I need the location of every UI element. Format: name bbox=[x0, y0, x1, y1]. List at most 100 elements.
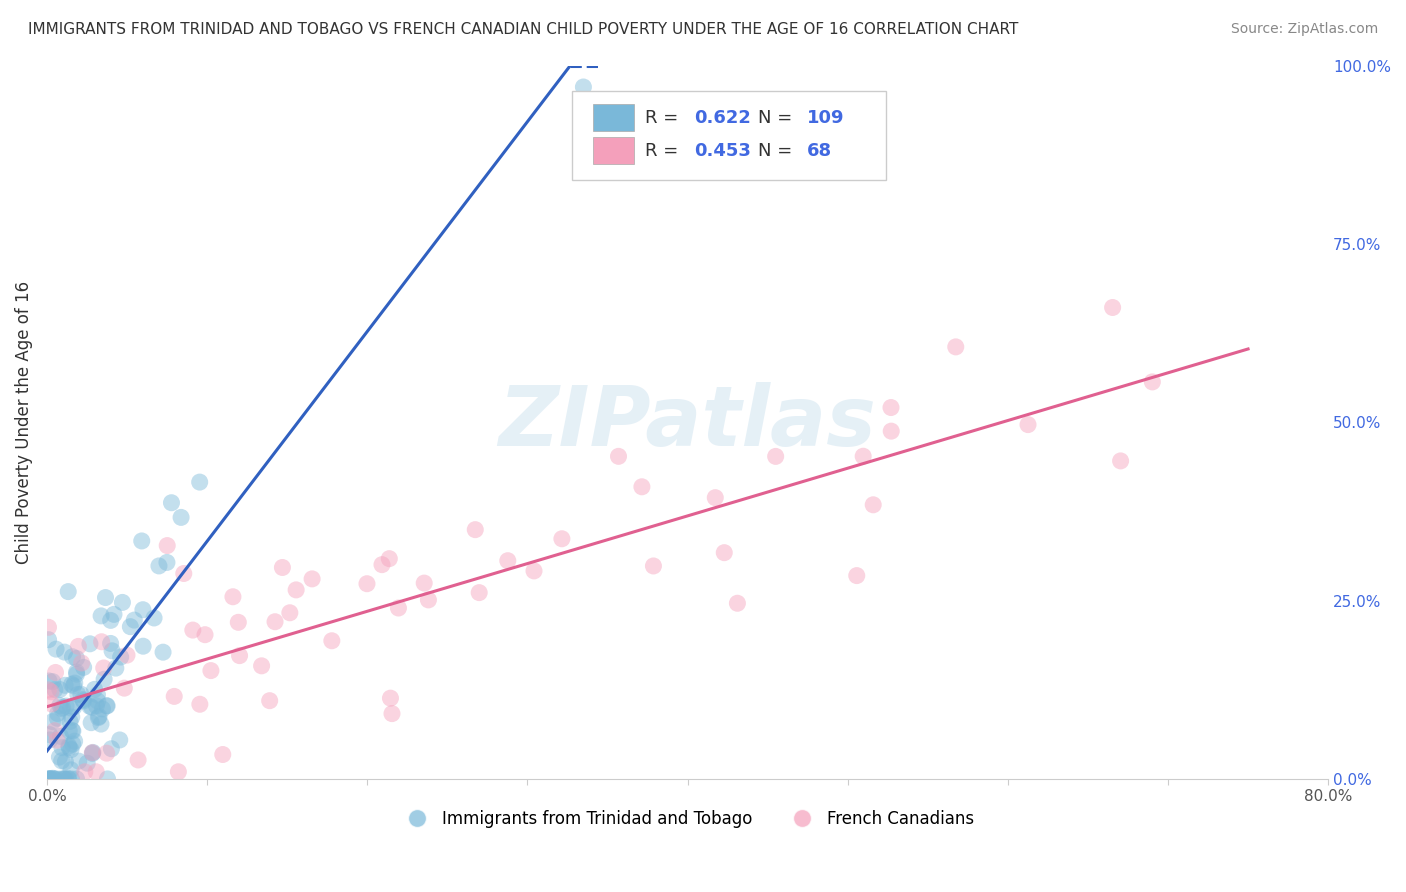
Point bbox=[62, 737, 84, 751]
Point bbox=[100, 613, 122, 627]
Point bbox=[45, 642, 67, 657]
Point bbox=[72, 660, 94, 674]
Text: R =: R = bbox=[645, 110, 685, 128]
Point bbox=[100, 636, 122, 650]
Point bbox=[94, 591, 117, 605]
Point bbox=[643, 558, 665, 573]
Point bbox=[72, 692, 94, 706]
Point bbox=[62, 679, 84, 693]
Point bbox=[73, 764, 96, 779]
Point bbox=[38, 772, 60, 786]
Point bbox=[523, 564, 546, 578]
Point bbox=[82, 746, 104, 760]
Point bbox=[37, 682, 59, 697]
Point bbox=[228, 648, 250, 663]
Point bbox=[38, 728, 60, 742]
Point bbox=[356, 576, 378, 591]
Point bbox=[46, 711, 69, 725]
Point bbox=[82, 746, 104, 760]
Point bbox=[131, 533, 153, 548]
Point bbox=[51, 772, 73, 786]
Point bbox=[380, 691, 402, 706]
Point bbox=[70, 656, 93, 670]
Point bbox=[38, 733, 60, 747]
Point bbox=[418, 593, 440, 607]
Point bbox=[170, 510, 193, 524]
Point bbox=[167, 764, 190, 779]
Point bbox=[120, 620, 142, 634]
Point bbox=[84, 764, 107, 779]
Point bbox=[51, 701, 73, 715]
Point bbox=[250, 658, 273, 673]
Point bbox=[39, 772, 62, 786]
Point bbox=[152, 645, 174, 659]
Point bbox=[413, 576, 436, 591]
Point bbox=[101, 644, 124, 658]
Point bbox=[194, 628, 217, 642]
Text: Source: ZipAtlas.com: Source: ZipAtlas.com bbox=[1230, 22, 1378, 37]
Point bbox=[39, 685, 62, 699]
Point bbox=[143, 611, 166, 625]
Legend: Immigrants from Trinidad and Tobago, French Canadians: Immigrants from Trinidad and Tobago, Fre… bbox=[394, 804, 981, 835]
Point bbox=[63, 700, 86, 714]
Point bbox=[301, 572, 323, 586]
Point bbox=[59, 742, 82, 756]
Point bbox=[108, 733, 131, 747]
Point bbox=[163, 690, 186, 704]
FancyBboxPatch shape bbox=[593, 104, 634, 131]
Point bbox=[93, 672, 115, 686]
Point bbox=[44, 665, 66, 680]
Point bbox=[63, 676, 86, 690]
Point bbox=[65, 665, 87, 679]
Point bbox=[264, 615, 287, 629]
Point bbox=[45, 772, 67, 786]
Point bbox=[79, 699, 101, 714]
Point bbox=[37, 620, 59, 634]
Point bbox=[765, 450, 787, 464]
Point bbox=[44, 772, 66, 786]
Text: 0.622: 0.622 bbox=[695, 110, 751, 128]
Point bbox=[41, 697, 63, 711]
Point bbox=[285, 582, 308, 597]
Point bbox=[496, 554, 519, 568]
Point bbox=[87, 709, 110, 723]
Point bbox=[58, 723, 80, 738]
Point bbox=[100, 741, 122, 756]
Point bbox=[87, 711, 110, 725]
Point bbox=[271, 560, 294, 574]
Point bbox=[37, 772, 59, 786]
Text: N =: N = bbox=[758, 110, 799, 128]
FancyBboxPatch shape bbox=[593, 137, 634, 164]
Point bbox=[62, 724, 84, 739]
Point bbox=[713, 546, 735, 560]
Point bbox=[104, 661, 127, 675]
Point bbox=[572, 80, 595, 95]
Point bbox=[49, 682, 72, 697]
Point bbox=[132, 603, 155, 617]
Point bbox=[112, 681, 135, 695]
Point bbox=[87, 694, 110, 708]
Point bbox=[42, 772, 65, 786]
Point bbox=[42, 772, 65, 786]
Point bbox=[65, 772, 87, 786]
Point bbox=[551, 532, 574, 546]
Point bbox=[156, 556, 179, 570]
Point bbox=[93, 661, 115, 675]
Point bbox=[631, 480, 654, 494]
Point bbox=[49, 698, 72, 713]
Point bbox=[38, 673, 60, 688]
Point bbox=[188, 475, 211, 489]
Point bbox=[55, 772, 77, 786]
Point bbox=[46, 733, 69, 747]
Point bbox=[1017, 417, 1039, 432]
Point bbox=[103, 607, 125, 622]
Point bbox=[96, 772, 118, 786]
Point bbox=[607, 450, 630, 464]
Point bbox=[86, 688, 108, 702]
Point bbox=[52, 772, 75, 786]
Text: IMMIGRANTS FROM TRINIDAD AND TOBAGO VS FRENCH CANADIAN CHILD POVERTY UNDER THE A: IMMIGRANTS FROM TRINIDAD AND TOBAGO VS F… bbox=[28, 22, 1018, 37]
Point bbox=[66, 667, 89, 681]
Text: 68: 68 bbox=[807, 142, 832, 161]
Point bbox=[845, 568, 868, 582]
Point bbox=[704, 491, 727, 505]
